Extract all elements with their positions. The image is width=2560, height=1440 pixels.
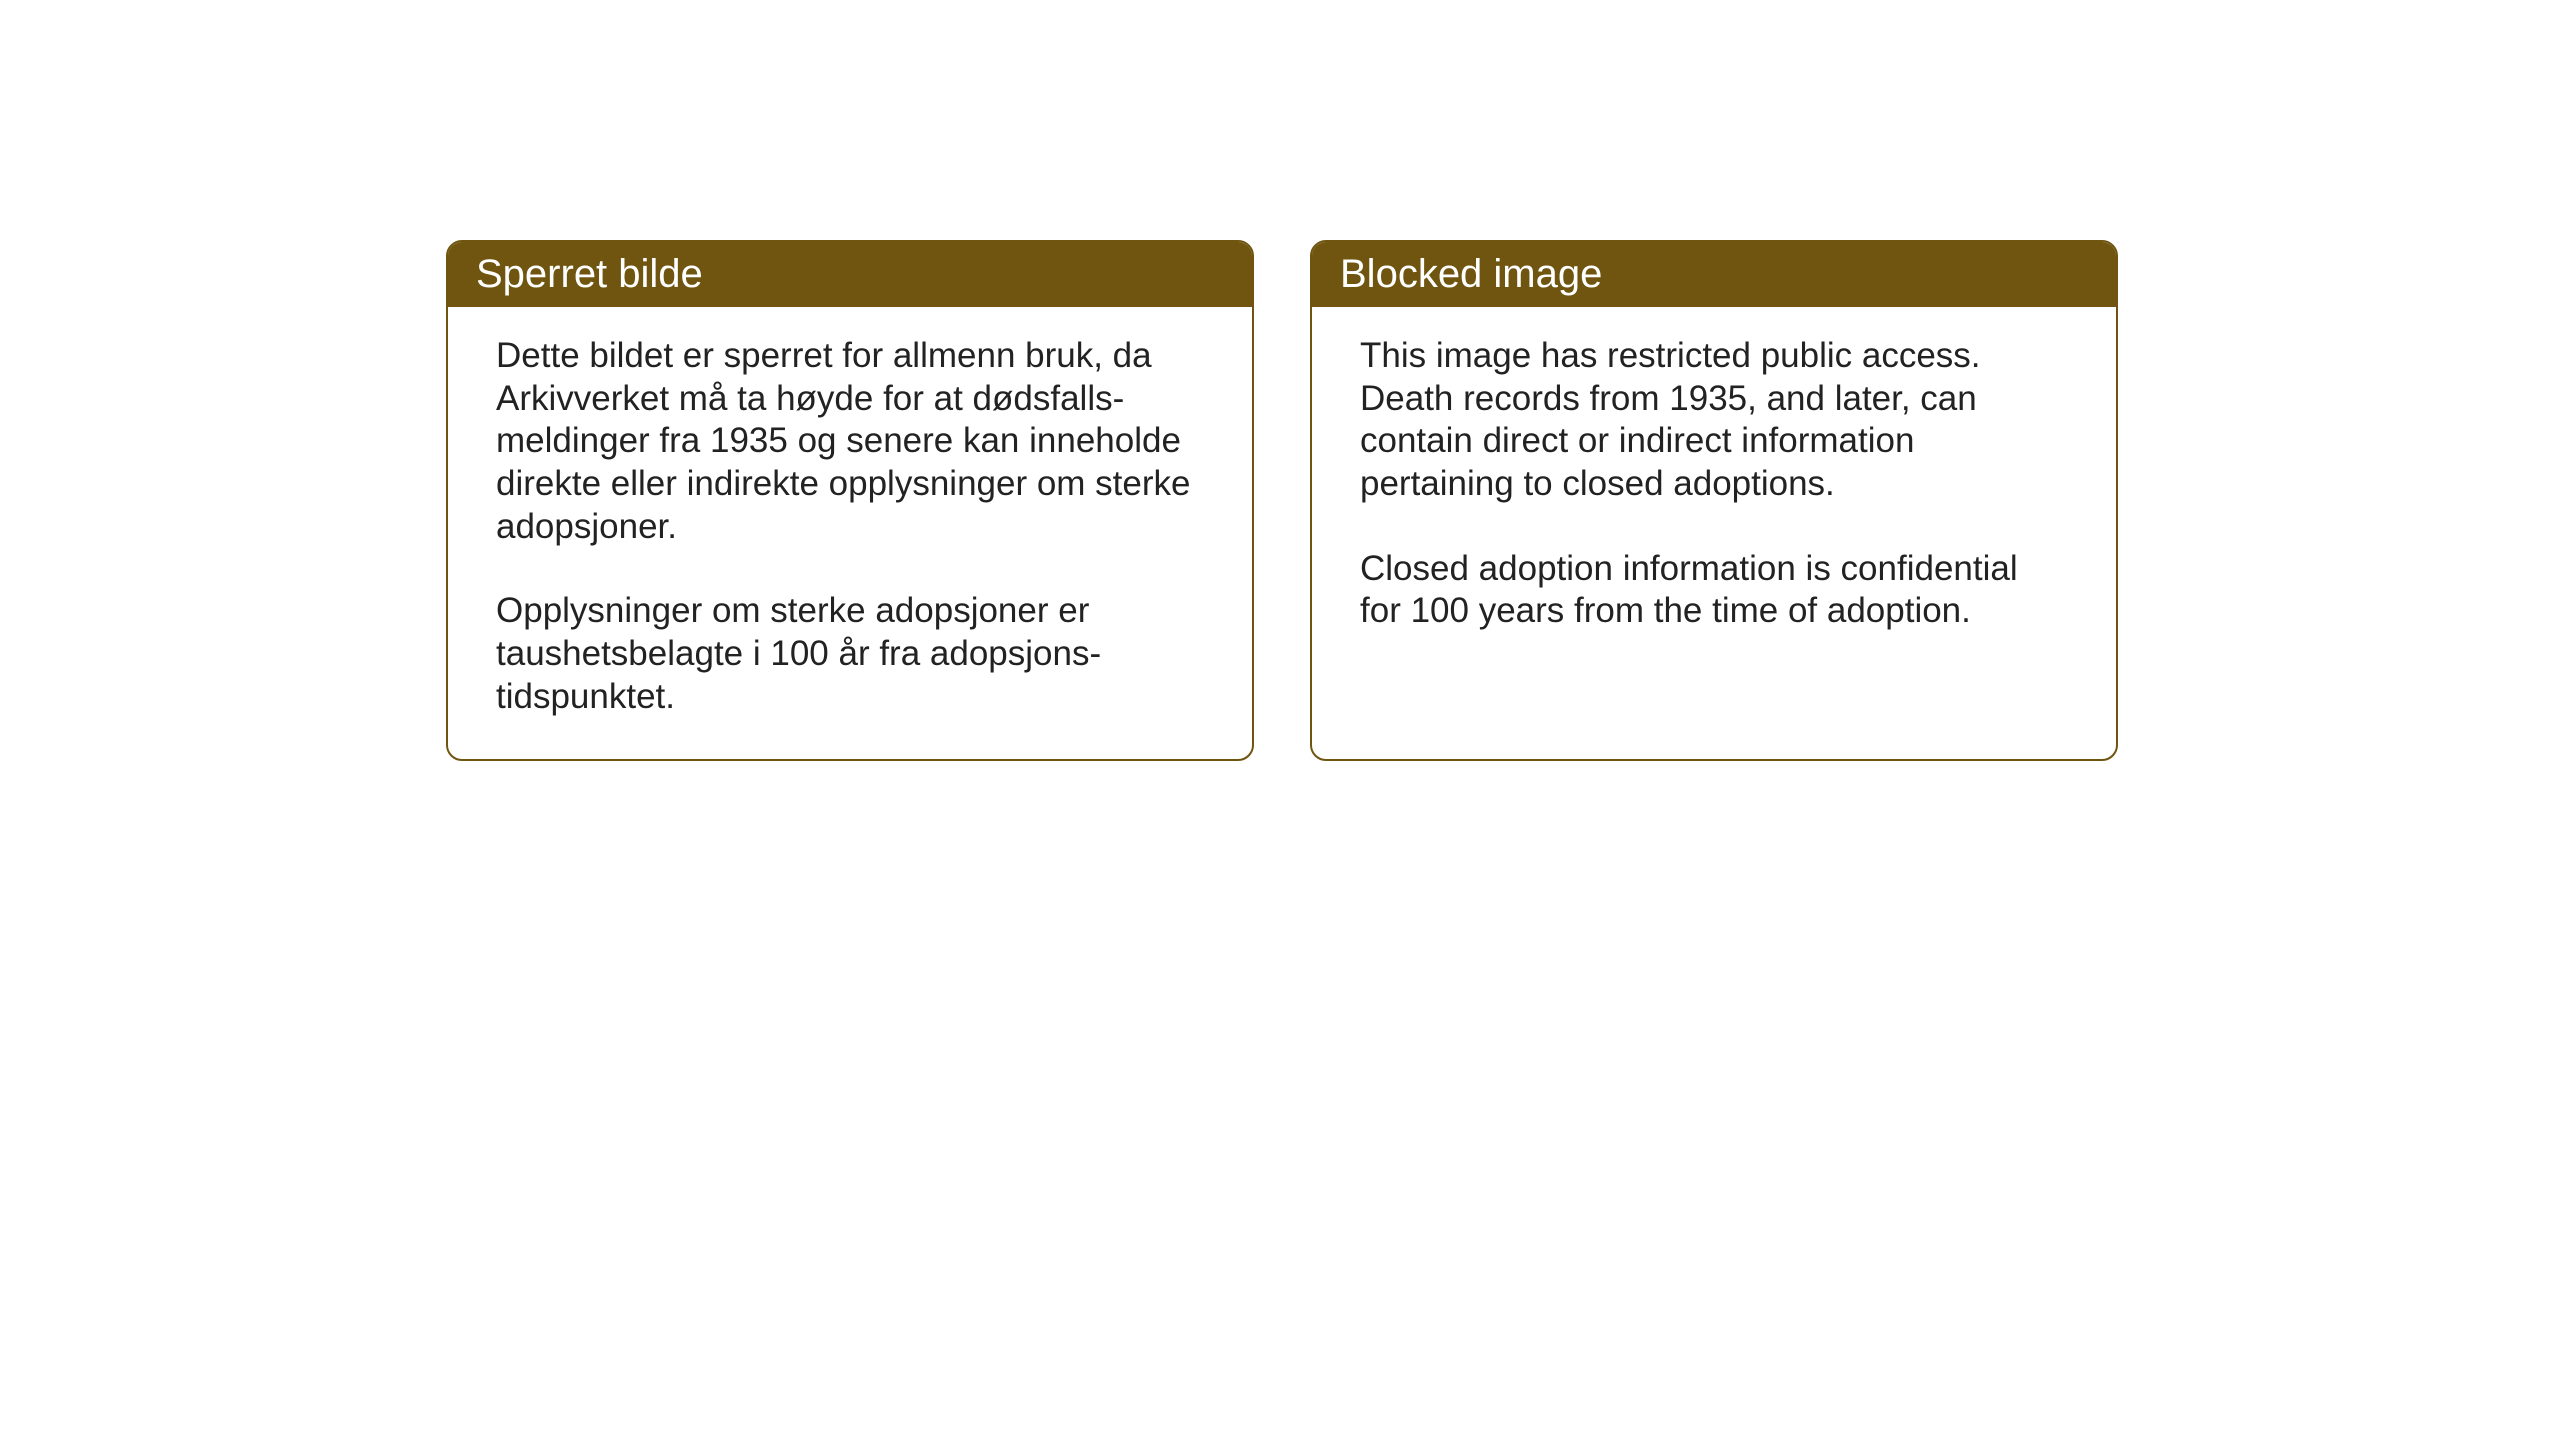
card-paragraph-1-norwegian: Dette bildet er sperret for allmenn bruk… xyxy=(496,335,1204,548)
notice-card-english: Blocked image This image has restricted … xyxy=(1310,240,2118,761)
notice-card-norwegian: Sperret bilde Dette bildet er sperret fo… xyxy=(446,240,1254,761)
card-header-norwegian: Sperret bilde xyxy=(448,242,1252,307)
card-paragraph-1-english: This image has restricted public access.… xyxy=(1360,335,2068,506)
card-header-english: Blocked image xyxy=(1312,242,2116,307)
card-paragraph-2-english: Closed adoption information is confident… xyxy=(1360,548,2068,633)
card-title-english: Blocked image xyxy=(1340,252,1602,296)
notice-container: Sperret bilde Dette bildet er sperret fo… xyxy=(446,240,2118,761)
card-body-norwegian: Dette bildet er sperret for allmenn bruk… xyxy=(448,307,1252,759)
card-title-norwegian: Sperret bilde xyxy=(476,252,703,296)
card-paragraph-2-norwegian: Opplysninger om sterke adopsjoner er tau… xyxy=(496,590,1204,718)
card-body-english: This image has restricted public access.… xyxy=(1312,307,2116,747)
